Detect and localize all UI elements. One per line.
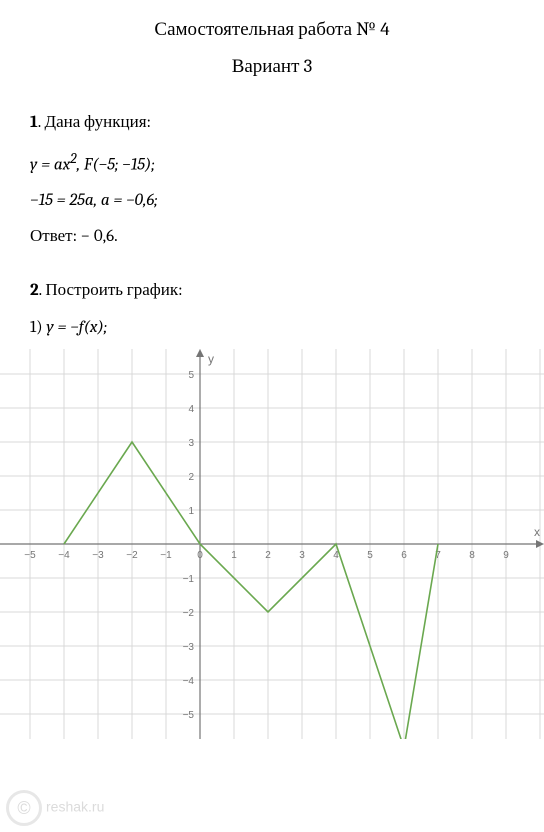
svg-text:2: 2 [265, 550, 271, 561]
variant-label: Вариант 3 [0, 55, 544, 78]
task2-heading-text: . Построить график: [39, 281, 183, 300]
svg-text:4: 4 [188, 404, 194, 415]
svg-text:−2: −2 [183, 608, 195, 619]
svg-text:−3: −3 [183, 642, 195, 653]
svg-text:1: 1 [231, 550, 237, 561]
task1-line1: y = ax2, F(−5; −15); [30, 150, 514, 175]
svg-text:y: y [208, 352, 214, 366]
watermark-text: reshak.ru [46, 799, 104, 815]
svg-text:2: 2 [188, 472, 194, 483]
svg-text:6: 6 [401, 550, 407, 561]
task1-line2: −15 = 25a, a = −0,6; [30, 191, 514, 210]
svg-text:3: 3 [299, 550, 305, 561]
svg-text:9: 9 [503, 550, 509, 561]
svg-text:−4: −4 [58, 550, 70, 561]
watermark: ©reshak.ru [6, 790, 104, 826]
task1-answer: Ответ: − 0,6. [30, 226, 514, 246]
svg-text:5: 5 [367, 550, 373, 561]
svg-text:3: 3 [188, 438, 194, 449]
task2-number: 2 [30, 281, 39, 300]
svg-text:−5: −5 [183, 710, 195, 721]
task2-sub: 1) y = −f(x); [30, 318, 514, 337]
svg-text:−2: −2 [126, 550, 138, 561]
task2-heading: 2. Построить график: [30, 280, 514, 300]
svg-text:−5: −5 [24, 550, 36, 561]
chart-svg: −5−4−3−2−10123456789−5−4−3−2−112345xy [0, 349, 544, 739]
task1-heading-text: . Дана функция: [38, 113, 151, 132]
copyright-icon: © [6, 790, 42, 826]
svg-text:−3: −3 [92, 550, 104, 561]
svg-text:8: 8 [469, 550, 475, 561]
page-title: Самостоятельная работа № 4 [0, 18, 544, 41]
task1-heading: 1. Дана функция: [30, 112, 514, 132]
chart-container: −5−4−3−2−10123456789−5−4−3−2−112345xy [0, 349, 544, 739]
svg-text:5: 5 [188, 370, 194, 381]
svg-text:0: 0 [197, 550, 203, 561]
svg-text:−1: −1 [183, 574, 195, 585]
svg-text:−1: −1 [160, 550, 172, 561]
svg-text:−4: −4 [183, 676, 195, 687]
task1-number: 1 [30, 113, 38, 132]
svg-text:x: x [534, 525, 540, 539]
svg-text:1: 1 [188, 506, 194, 517]
